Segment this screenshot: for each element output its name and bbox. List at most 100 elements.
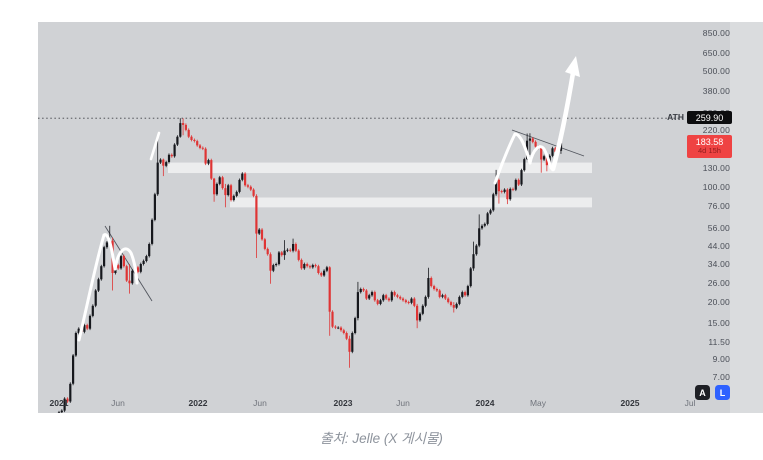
candle-body — [246, 185, 249, 187]
candle-body — [390, 292, 393, 301]
candle-body — [495, 179, 498, 195]
candle-body — [260, 229, 264, 240]
price-tick-label: 130.00 — [702, 162, 730, 173]
candle-body — [382, 295, 385, 301]
last-price-value: 183.58 — [695, 137, 724, 148]
candle-body — [258, 229, 261, 234]
auto-scale-button[interactable]: A — [695, 385, 710, 400]
candle-body — [407, 302, 410, 303]
candle-body — [57, 412, 61, 413]
candle-body — [528, 138, 531, 141]
candle-body — [275, 264, 278, 266]
candle-body — [478, 228, 481, 246]
price-tick-label: 7.00 — [712, 372, 730, 383]
candle-body — [142, 260, 145, 264]
support-zone — [168, 162, 592, 174]
candle-body — [72, 355, 75, 384]
candle-body — [300, 259, 303, 269]
candle-body — [339, 327, 343, 331]
candle-body — [464, 292, 467, 296]
candle-body — [176, 136, 179, 145]
candle-body — [458, 296, 461, 304]
candle-body — [311, 265, 314, 268]
candle-body — [551, 148, 554, 156]
candle-body — [167, 154, 171, 162]
candle-body — [317, 266, 320, 273]
candle-body — [244, 173, 247, 186]
price-chart[interactable] — [38, 22, 763, 413]
candle-body — [354, 318, 357, 333]
candle-body — [331, 311, 334, 327]
arc-2021-second — [113, 247, 139, 285]
log-scale-button[interactable]: L — [715, 385, 730, 400]
candle-body — [396, 295, 399, 297]
candle-body — [159, 159, 162, 163]
candle-body — [370, 292, 374, 296]
candle-body — [117, 265, 120, 269]
candle-body — [401, 298, 405, 301]
candle-body — [554, 148, 557, 152]
candle-body — [218, 177, 221, 184]
candle-body — [348, 338, 351, 352]
candle-body — [427, 278, 430, 297]
price-tick-label: 100.00 — [702, 181, 730, 192]
candle-body — [227, 185, 230, 196]
candle-body — [235, 191, 238, 196]
candle-body — [292, 244, 295, 251]
candle-body — [74, 333, 77, 356]
candle-body — [444, 295, 447, 299]
candle-body — [94, 290, 97, 306]
candle-body — [337, 327, 340, 329]
arc-2024-first — [513, 132, 532, 165]
candle-body — [103, 247, 106, 267]
candle-body — [534, 141, 537, 147]
candle-body — [430, 278, 433, 287]
candle-body — [97, 279, 100, 291]
candle-body — [323, 270, 326, 276]
candle-body — [379, 300, 382, 304]
candle-body — [489, 210, 492, 214]
candle-body — [131, 270, 134, 284]
candle-body — [210, 160, 213, 179]
candle-body — [148, 244, 151, 257]
price-axis-strip — [730, 22, 763, 413]
candle-body — [497, 179, 500, 192]
candle-body — [105, 242, 108, 248]
candle-body — [433, 286, 436, 289]
price-tick-label: 380.00 — [702, 86, 730, 96]
candle-body — [334, 326, 337, 328]
candle-body — [229, 185, 233, 201]
candle-body — [255, 195, 258, 234]
time-tick-label: 2023 — [333, 398, 353, 408]
candle-body — [376, 300, 379, 304]
candle-body — [523, 159, 526, 171]
candle-body — [294, 244, 297, 251]
candle-body — [342, 330, 345, 333]
candle-body — [441, 295, 444, 297]
caption: 출처: Jelle (X 게시물) — [320, 431, 443, 446]
price-tick-label: 500.00 — [702, 66, 730, 77]
time-tick-label: Jul — [684, 398, 696, 408]
candle-body — [77, 328, 80, 333]
candle-body — [198, 145, 202, 148]
candle-body — [69, 383, 72, 402]
candle-body — [283, 250, 286, 256]
candle-body — [435, 289, 438, 291]
candle-body — [207, 160, 210, 164]
arc-2021-first — [77, 233, 117, 342]
candle-body — [480, 225, 484, 229]
rise-2024 — [493, 132, 517, 185]
candle-body — [308, 266, 312, 268]
candle-body — [520, 170, 523, 185]
ath-label: ATH — [667, 112, 684, 122]
candle-body — [277, 252, 281, 265]
candle-body — [325, 267, 328, 271]
candle-body — [449, 302, 453, 305]
time-tick-label: 2025 — [620, 398, 640, 408]
candle-body — [196, 141, 199, 146]
candle-body — [514, 179, 517, 190]
price-tick-label: 850.00 — [702, 28, 730, 39]
last-price-badge: 183.58 4d 15h — [687, 135, 732, 158]
candle-body — [122, 256, 125, 267]
